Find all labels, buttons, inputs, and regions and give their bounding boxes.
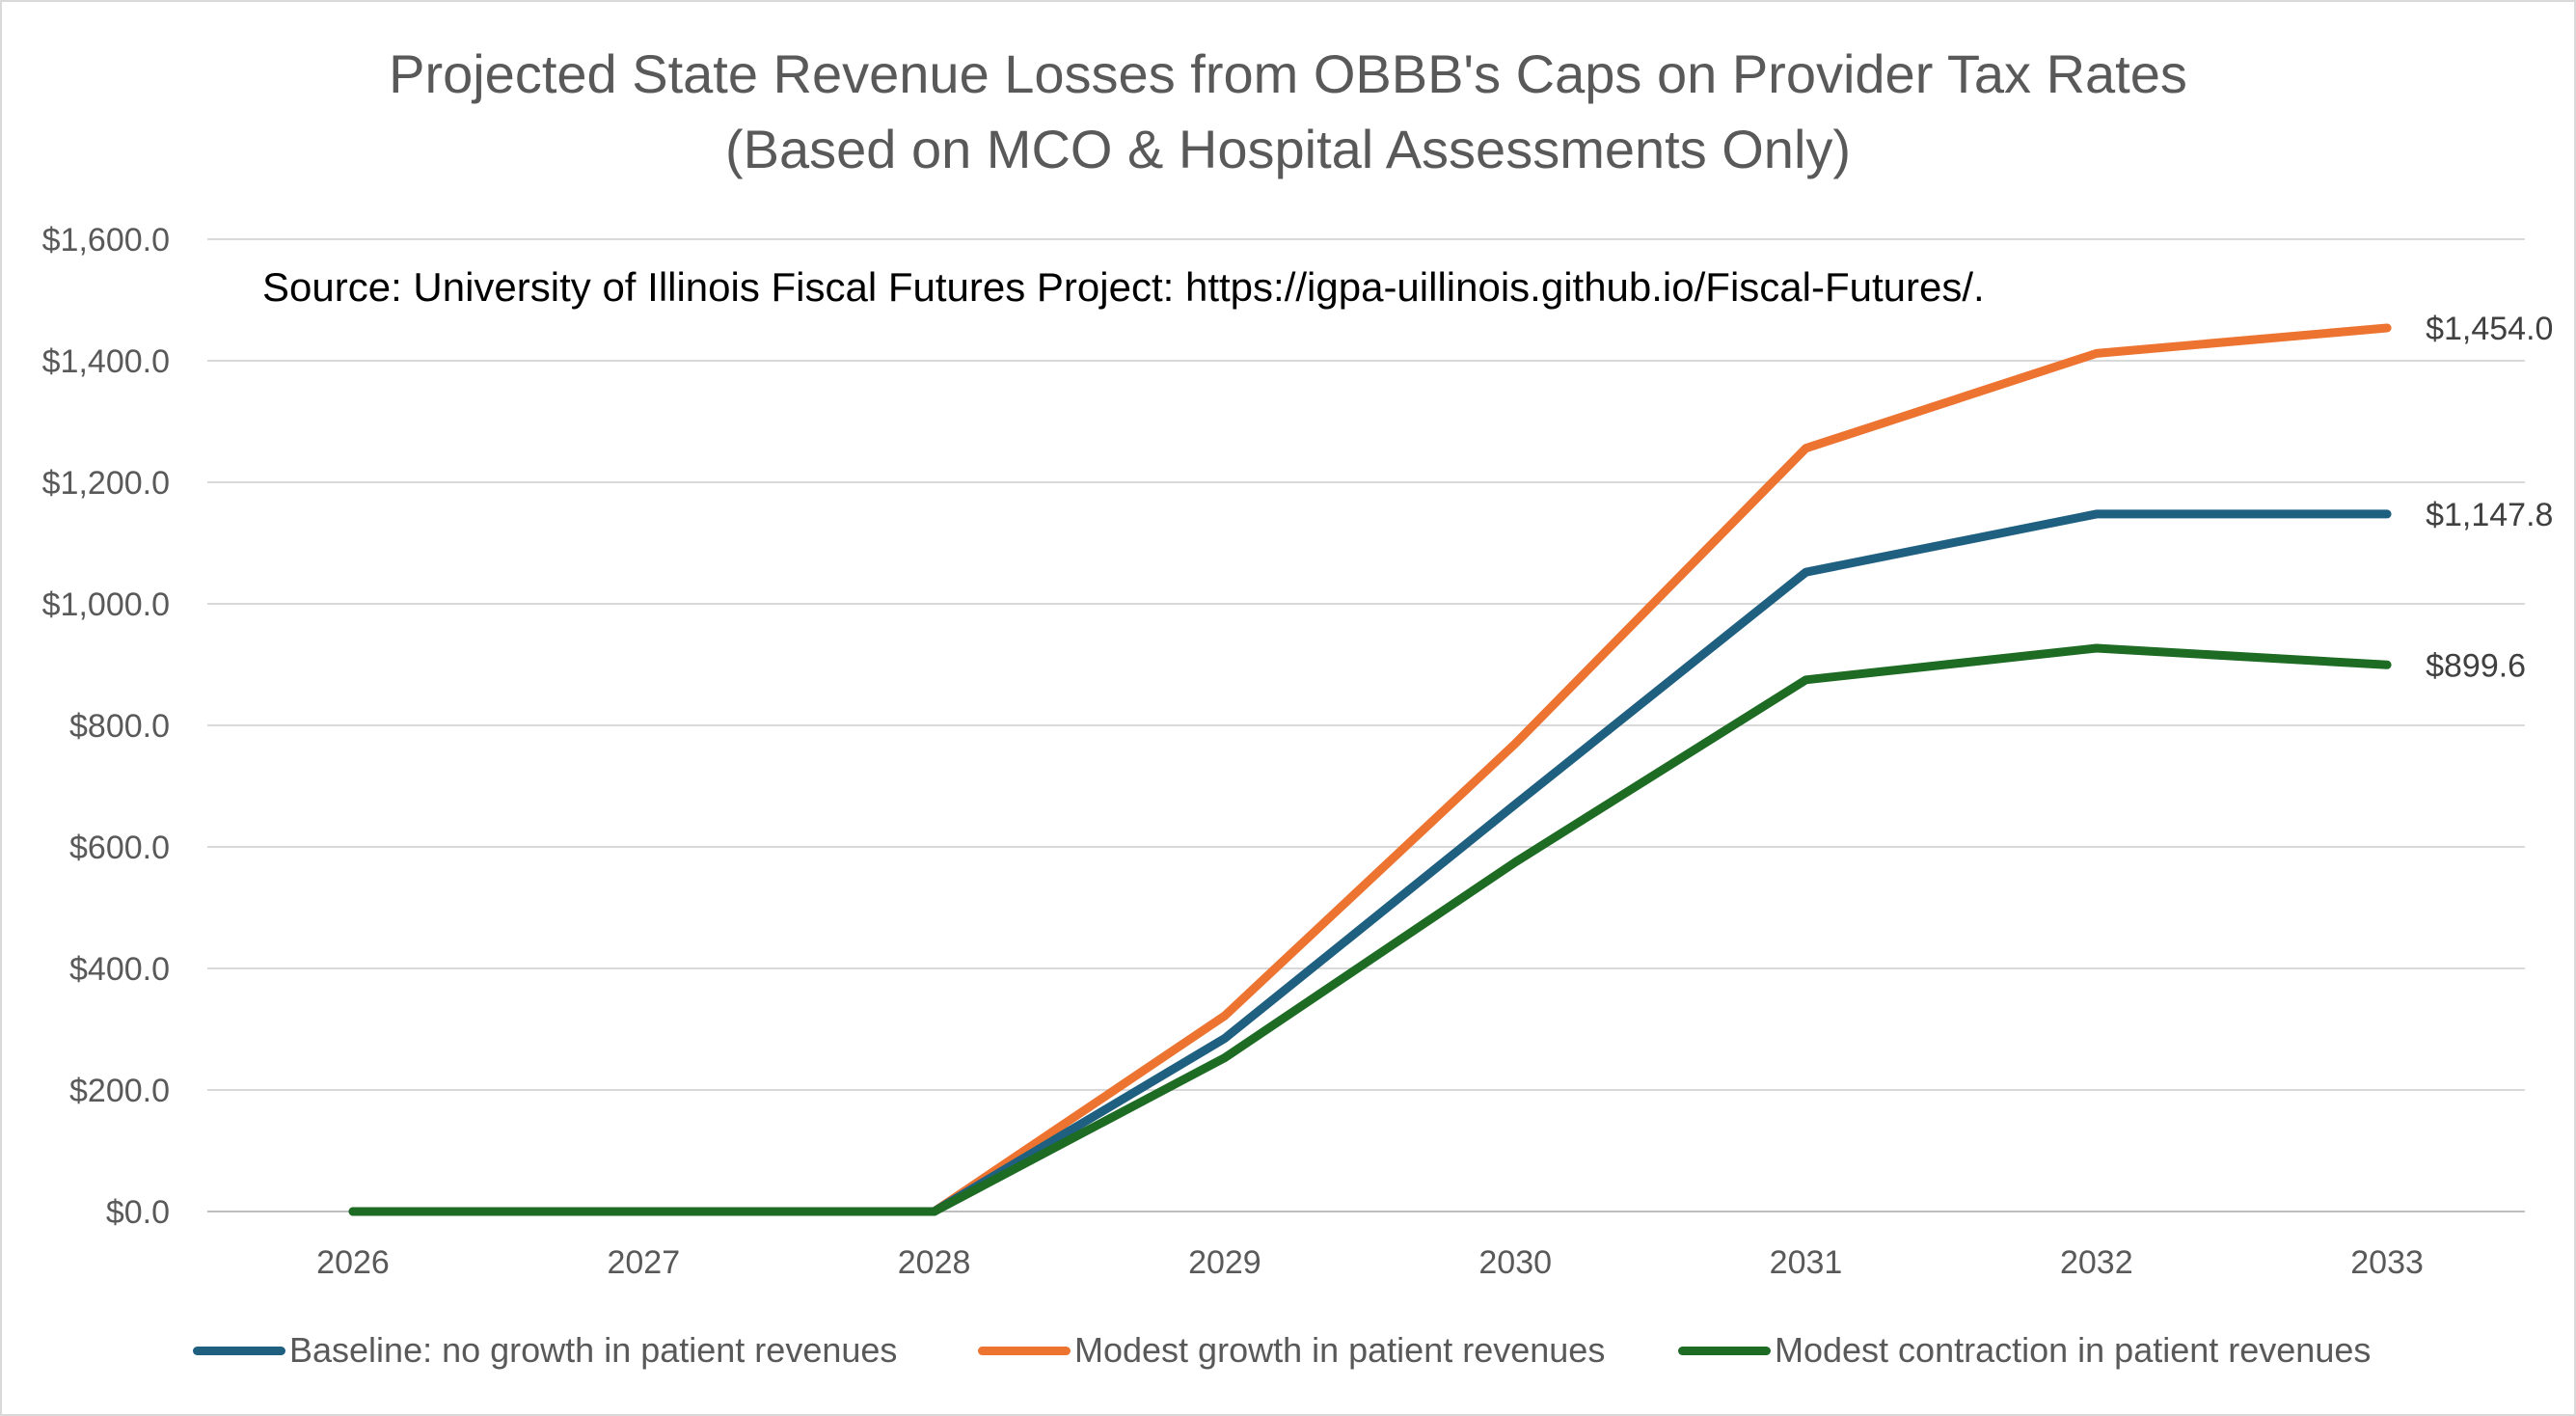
- y-tick-label: $1,600.0: [42, 222, 170, 259]
- series-line-1: [348, 323, 2392, 1216]
- y-tick-label: $1,000.0: [42, 586, 170, 623]
- x-tick-label: 2029: [1188, 1244, 1261, 1281]
- x-tick-label: 2031: [1770, 1244, 1843, 1281]
- legend-item-modest-growth: Modest growth in patient revenues: [978, 1325, 1605, 1375]
- legend-swatch-modest-contraction: [1678, 1346, 1771, 1355]
- x-tick-label: 2028: [898, 1244, 971, 1281]
- x-tick-label: 2027: [607, 1244, 680, 1281]
- legend-swatch-modest-growth: [978, 1346, 1071, 1355]
- y-tick-label: $1,400.0: [42, 343, 170, 380]
- legend-item-modest-contraction: Modest contraction in patient revenues: [1678, 1325, 2371, 1375]
- x-tick-label: 2030: [1478, 1244, 1552, 1281]
- x-tick-label: 2032: [2060, 1244, 2133, 1281]
- chart-legend: Baseline: no growth in patient revenues …: [0, 1325, 2576, 1375]
- legend-label-modest-contraction: Modest contraction in patient revenues: [1775, 1330, 2372, 1370]
- y-tick-label: $400.0: [69, 951, 170, 988]
- series-line-2: [348, 643, 2392, 1216]
- data-label-2: $899.6: [2426, 647, 2526, 684]
- legend-item-baseline: Baseline: no growth in patient revenues: [193, 1325, 897, 1375]
- legend-swatch-baseline: [193, 1346, 285, 1355]
- data-label-0: $1,147.8: [2426, 497, 2553, 533]
- y-tick-label: $1,200.0: [42, 465, 170, 502]
- y-tick-label: $600.0: [69, 830, 170, 866]
- legend-label-modest-growth: Modest growth in patient revenues: [1074, 1330, 1606, 1370]
- data-label-1: $1,454.0: [2426, 311, 2553, 347]
- series-line-0: [348, 509, 2392, 1216]
- x-tick-label: 2026: [316, 1244, 390, 1281]
- y-tick-label: $800.0: [69, 708, 170, 745]
- x-tick-label: 2033: [2350, 1244, 2424, 1281]
- y-tick-label: $0.0: [106, 1194, 170, 1231]
- chart-title: Projected State Revenue Losses from OBBB…: [389, 43, 2187, 104]
- legend-label-baseline: Baseline: no growth in patient revenues: [289, 1330, 898, 1370]
- y-tick-label: $200.0: [69, 1073, 170, 1109]
- chart-subtitle: (Based on MCO & Hospital Assessments Onl…: [724, 119, 1852, 179]
- source-annotation: Source: University of Illinois Fiscal Fu…: [262, 264, 1985, 310]
